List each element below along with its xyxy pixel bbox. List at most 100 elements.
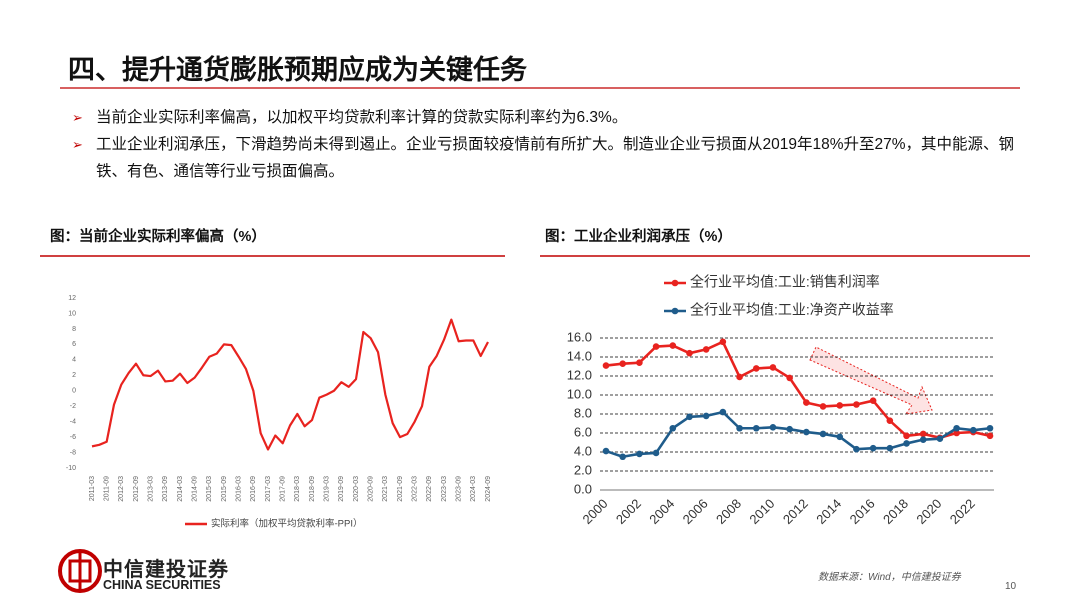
x-tick-label: 2024-09 — [485, 476, 492, 502]
page-number: 10 — [1005, 581, 1017, 592]
x-tick-label: 2021-03 — [382, 476, 389, 502]
data-point — [602, 362, 610, 369]
legend-marker — [671, 279, 679, 287]
x-tick-label: 2011-09 — [104, 476, 111, 501]
data-point — [636, 450, 643, 458]
data-point — [769, 364, 777, 371]
y-tick-label: 6 — [72, 341, 76, 348]
y-tick-label: 2.0 — [574, 462, 592, 477]
data-point — [886, 417, 894, 424]
x-tick-label: 2000 — [579, 496, 610, 527]
data-point — [886, 444, 894, 452]
source: 数据来源：Wind，中信建投证券 — [818, 572, 961, 583]
x-tick-label: 2022-03 — [412, 476, 419, 502]
data-point — [619, 360, 626, 367]
x-tick-label: 2019-09 — [338, 476, 345, 502]
y-tick-label: 12.0 — [567, 367, 592, 382]
x-tick-label: 2012-03 — [118, 476, 125, 502]
y-tick-label: 0 — [72, 388, 76, 395]
data-point — [986, 424, 994, 432]
y-tick-label: 8.0 — [574, 405, 592, 420]
data-point — [669, 342, 677, 349]
data-line — [91, 318, 489, 451]
y-tick-label: 14.0 — [567, 348, 592, 363]
data-point — [953, 429, 960, 437]
data-point — [919, 436, 927, 443]
x-tick-label: 2013-09 — [162, 476, 169, 502]
data-point — [986, 432, 994, 440]
logo-name: 中信建投证券 — [103, 559, 229, 581]
trend-arrow — [809, 346, 933, 415]
data-point — [602, 447, 610, 455]
data-point — [652, 449, 660, 457]
y-tick-label: 6.0 — [574, 424, 592, 439]
data-point — [686, 413, 693, 421]
y-tick-label: 16.0 — [567, 329, 592, 344]
data-point — [719, 408, 727, 416]
x-tick-label: 2022-09 — [426, 476, 433, 502]
bullet: 当前企业实际利率偏高，以加权平均贷款利率计算的贷款实际利率约为6.3%。 — [72, 104, 1022, 131]
x-tick-label: 2014-03 — [177, 476, 184, 502]
x-tick-label: 2018 — [880, 496, 911, 527]
y-tick-label: 2 — [72, 372, 76, 379]
y-tick-label: 10 — [68, 310, 76, 317]
data-point — [836, 402, 844, 409]
data-point — [869, 444, 877, 452]
x-tick-label: 2020-09 — [368, 476, 375, 502]
logo-mark — [58, 549, 102, 593]
data-point — [736, 373, 743, 381]
y-tick-label: -2 — [70, 403, 76, 410]
data-line — [605, 410, 991, 459]
data-point — [702, 346, 710, 353]
data-point — [836, 433, 844, 441]
legend-label: 全行业平均值:工业:销售利润率 — [690, 274, 880, 290]
data-point — [903, 440, 910, 447]
x-tick-label: 2008 — [713, 496, 744, 527]
data-point — [652, 343, 660, 350]
data-point — [803, 399, 810, 406]
x-tick-label: 2015-09 — [221, 476, 228, 502]
chart-title: 图：工业企业利润承压（%） — [545, 229, 732, 245]
bullet-list: 当前企业实际利率偏高，以加权平均贷款利率计算的贷款实际利率约为6.3%。 工业企… — [72, 104, 1022, 185]
legend-marker — [671, 307, 679, 315]
x-tick-label: 2015-03 — [206, 476, 213, 502]
y-tick-label: -10 — [66, 465, 76, 472]
bullet: 工业企业利润承压，下滑趋势尚未得到遏止。企业亏损面较疫情前有所扩大。制造业企业亏… — [72, 131, 1022, 185]
y-tick-label: 4 — [72, 357, 76, 364]
y-tick-label: 0.0 — [574, 481, 592, 496]
legend-label: 全行业平均值:工业:净资产收益率 — [690, 302, 894, 318]
x-tick-label: 2023-03 — [441, 476, 448, 502]
x-tick-label: 2012 — [780, 496, 811, 527]
data-point — [769, 424, 777, 431]
data-point — [853, 445, 860, 453]
y-tick-label: 12 — [68, 295, 76, 302]
x-tick-label: 2018-03 — [294, 476, 301, 502]
chart-title: 图：当前企业实际利率偏高（%） — [50, 229, 266, 245]
data-point — [786, 425, 793, 433]
data-point — [702, 412, 710, 420]
x-tick-label: 2006 — [680, 496, 711, 527]
data-point — [619, 453, 626, 461]
data-point — [686, 349, 693, 357]
data-line — [605, 340, 991, 440]
y-tick-label: -4 — [70, 418, 76, 425]
x-tick-label: 2020-03 — [353, 476, 360, 502]
data-point — [669, 424, 677, 432]
data-point — [752, 365, 760, 372]
legend-label: 实际利率（加权平均贷款利率-PPI） — [211, 518, 362, 530]
x-tick-label: 2020 — [913, 496, 944, 527]
x-tick-label: 2019-03 — [324, 476, 331, 502]
data-point — [903, 432, 910, 440]
x-tick-label: 2013-03 — [148, 476, 155, 502]
x-tick-label: 2018-09 — [309, 476, 316, 502]
x-tick-label: 2012-09 — [133, 476, 140, 502]
data-point — [636, 359, 643, 367]
logo-english: CHINA SECURITIES — [103, 578, 221, 592]
data-point — [803, 428, 810, 436]
x-tick-label: 2024-03 — [470, 476, 477, 502]
x-tick-label: 2021-09 — [397, 476, 404, 502]
data-point — [719, 338, 727, 346]
slide-title: 四、提升通货膨胀预期应成为关键任务 — [68, 55, 527, 85]
